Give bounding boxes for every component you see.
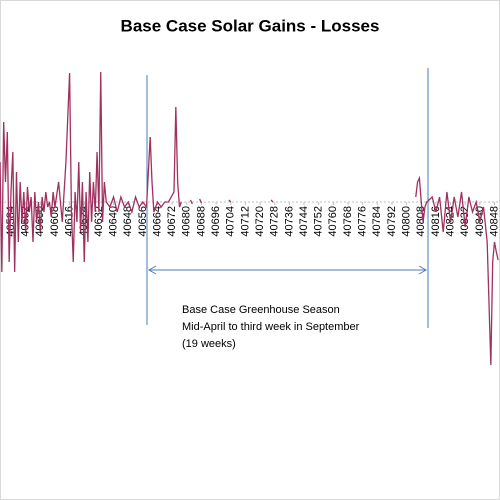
annotation: (19 weeks) (182, 338, 236, 350)
chart-title: Base Case Solar Gains - Losses (121, 16, 380, 35)
x-tick-label: 40632 (93, 206, 105, 237)
x-tick-label: 40584 (5, 206, 17, 237)
x-tick-label: 40800 (400, 206, 412, 237)
x-tick-label: 40776 (357, 206, 369, 237)
x-tick-label: 40696 (210, 206, 222, 237)
x-tick-label: 40656 (137, 206, 149, 237)
x-tick-label: 40736 (283, 206, 295, 237)
x-tick-label: 40808 (415, 206, 427, 237)
annotation: Base Case Greenhouse Season (182, 304, 340, 316)
x-tick-label: 40784 (371, 206, 383, 237)
x-tick-label: 40648 (122, 206, 134, 237)
arrow-heads (147, 265, 428, 275)
x-tick-label: 40688 (195, 206, 207, 237)
x-tick-label: 40728 (269, 206, 281, 237)
annotation: Mid-April to third week in September (182, 321, 360, 333)
series-line (0, 71, 499, 366)
x-tick-label: 40672 (166, 206, 178, 237)
x-tick-label: 40816 (430, 206, 442, 237)
x-tick-label: 40848 (488, 206, 500, 237)
x-tick-label: 40680 (181, 206, 193, 237)
x-tick-label: 40792 (386, 206, 398, 237)
x-tick-label: 40664 (151, 206, 163, 237)
x-tick-label: 40640 (107, 206, 119, 237)
x-tick-label: 40768 (342, 206, 354, 237)
x-tick-label: 40712 (239, 206, 251, 237)
x-tick-label: 40760 (327, 206, 339, 237)
x-tick-label: 40720 (254, 206, 266, 237)
x-tick-label: 40752 (313, 206, 325, 237)
x-tick-label: 40704 (225, 206, 237, 237)
x-tick-label: 40744 (298, 206, 310, 237)
